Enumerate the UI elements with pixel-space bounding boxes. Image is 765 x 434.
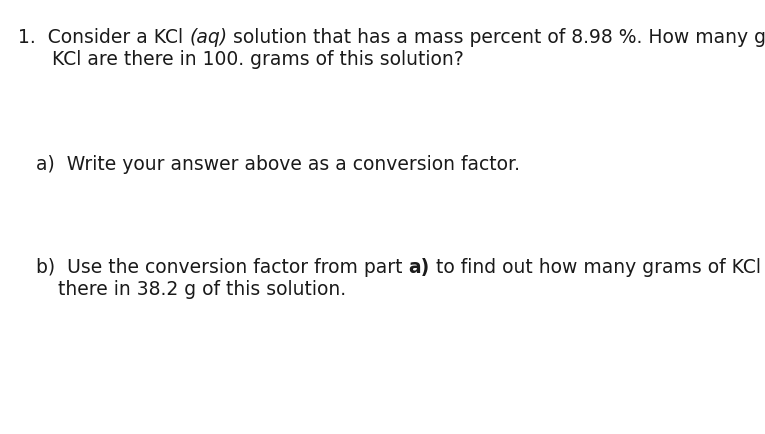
Text: b)  Use the conversion factor from part: b) Use the conversion factor from part — [36, 258, 409, 277]
Text: a)  Write your answer above as a conversion factor.: a) Write your answer above as a conversi… — [36, 155, 520, 174]
Text: solution that has a mass percent of 8.98 %. How many grams of: solution that has a mass percent of 8.98… — [227, 28, 765, 47]
Text: KCl are there in 100. grams of this solution?: KCl are there in 100. grams of this solu… — [52, 50, 464, 69]
Text: there in 38.2 g of this solution.: there in 38.2 g of this solution. — [58, 280, 346, 299]
Text: 1.  Consider a KCl: 1. Consider a KCl — [18, 28, 189, 47]
Text: to find out how many grams of KCl are: to find out how many grams of KCl are — [430, 258, 765, 277]
Text: (aq): (aq) — [189, 28, 227, 47]
Text: a): a) — [409, 258, 430, 277]
